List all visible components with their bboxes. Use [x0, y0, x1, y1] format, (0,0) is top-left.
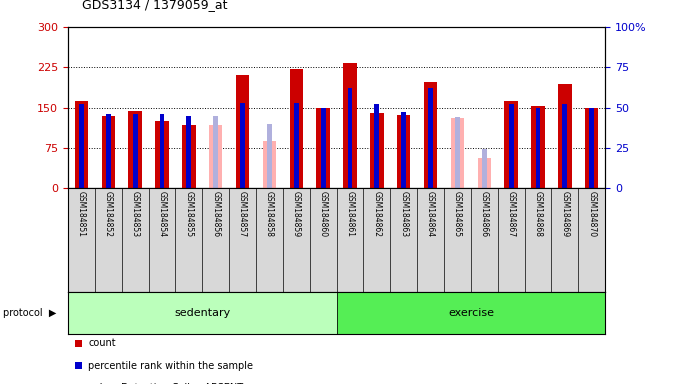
Bar: [531, 106, 545, 188]
Text: GSM184855: GSM184855: [184, 191, 193, 237]
Text: GSM184854: GSM184854: [158, 191, 167, 237]
Text: GSM184865: GSM184865: [453, 191, 462, 237]
Text: GSM184860: GSM184860: [319, 191, 328, 237]
Text: exercise: exercise: [448, 308, 494, 318]
Bar: [509, 104, 513, 188]
Bar: [79, 104, 84, 188]
Bar: [337, 292, 605, 334]
Text: GSM184858: GSM184858: [265, 191, 274, 237]
Bar: [401, 113, 406, 188]
Text: GSM184864: GSM184864: [426, 191, 435, 237]
Bar: [455, 117, 460, 188]
Text: GSM184870: GSM184870: [588, 191, 596, 237]
Text: GSM184859: GSM184859: [292, 191, 301, 237]
Text: protocol  ▶: protocol ▶: [3, 308, 56, 318]
Text: count: count: [88, 338, 116, 348]
Text: GSM184856: GSM184856: [211, 191, 220, 237]
Text: GSM184867: GSM184867: [507, 191, 515, 237]
Bar: [68, 292, 337, 334]
Text: percentile rank within the sample: percentile rank within the sample: [88, 361, 254, 371]
Text: GSM184868: GSM184868: [534, 191, 543, 237]
Bar: [214, 116, 218, 188]
Bar: [536, 108, 541, 188]
Bar: [428, 88, 433, 188]
Bar: [316, 108, 330, 188]
Bar: [155, 121, 169, 188]
Bar: [160, 114, 165, 188]
Bar: [321, 108, 326, 188]
Bar: [370, 113, 384, 188]
Bar: [424, 82, 437, 188]
Bar: [186, 116, 191, 188]
Text: GSM184869: GSM184869: [560, 191, 569, 237]
Bar: [290, 69, 303, 188]
Bar: [101, 116, 115, 188]
Bar: [477, 157, 491, 188]
Bar: [451, 118, 464, 188]
Bar: [133, 114, 137, 188]
Text: GDS3134 / 1379059_at: GDS3134 / 1379059_at: [82, 0, 227, 12]
Bar: [262, 141, 276, 188]
Bar: [347, 88, 352, 188]
Bar: [482, 149, 487, 188]
Text: GSM184857: GSM184857: [238, 191, 247, 237]
Text: sedentary: sedentary: [174, 308, 231, 318]
Text: GSM184866: GSM184866: [480, 191, 489, 237]
Bar: [209, 125, 222, 188]
Bar: [129, 111, 142, 188]
Bar: [590, 108, 594, 188]
Bar: [505, 101, 518, 188]
Text: GSM184852: GSM184852: [104, 191, 113, 237]
Text: value, Detection Call = ABSENT: value, Detection Call = ABSENT: [88, 383, 243, 384]
Text: GSM184861: GSM184861: [345, 191, 354, 237]
Bar: [562, 104, 567, 188]
Bar: [106, 114, 111, 188]
Text: GSM184862: GSM184862: [373, 191, 381, 237]
Bar: [585, 108, 598, 188]
Text: GSM184853: GSM184853: [131, 191, 139, 237]
Bar: [343, 63, 357, 188]
Bar: [236, 75, 250, 188]
Bar: [182, 125, 196, 188]
Bar: [397, 114, 411, 188]
Bar: [75, 101, 88, 188]
Bar: [240, 103, 245, 188]
Text: GSM184863: GSM184863: [399, 191, 408, 237]
Text: GSM184851: GSM184851: [77, 191, 86, 237]
Bar: [294, 103, 299, 188]
Bar: [558, 84, 572, 188]
Bar: [375, 104, 379, 188]
Bar: [267, 124, 272, 188]
